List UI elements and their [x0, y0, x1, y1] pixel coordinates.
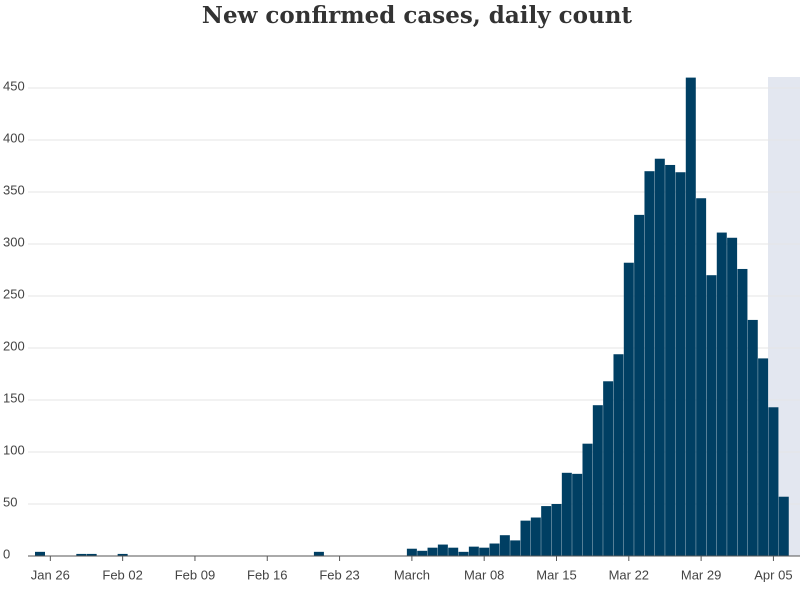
chart-title: New confirmed cases, daily count [202, 2, 633, 29]
bar [406, 548, 417, 556]
bar [685, 77, 696, 556]
bar [696, 198, 707, 557]
y-tick-label: 350 [3, 182, 25, 197]
bar [654, 158, 665, 556]
bar [644, 171, 655, 556]
bar [510, 540, 521, 556]
y-tick-label: 300 [3, 234, 25, 249]
y-tick-label: 250 [3, 286, 25, 301]
bar [747, 319, 758, 556]
x-tick-label: Feb 23 [319, 567, 359, 582]
bar [541, 506, 552, 556]
bar [582, 443, 593, 556]
x-tick-label: Apr 05 [754, 567, 792, 582]
x-tick-label: Mar 29 [681, 567, 721, 582]
bar [665, 164, 676, 556]
y-tick-label: 0 [3, 546, 10, 561]
y-tick-label: 150 [3, 390, 25, 405]
bar [468, 546, 479, 556]
y-tick-label: 450 [3, 78, 25, 93]
x-tick-label: Feb 16 [247, 567, 287, 582]
bar [758, 358, 769, 556]
bar [623, 262, 634, 556]
bar [417, 550, 428, 556]
bar [76, 553, 87, 556]
bar [35, 551, 45, 556]
bar [427, 547, 438, 556]
bar [675, 172, 686, 557]
bar [520, 520, 531, 556]
bar [561, 472, 572, 556]
bar [479, 547, 490, 556]
bar [778, 496, 789, 556]
y-tick-label: 400 [3, 130, 25, 145]
bar [634, 214, 645, 556]
x-tick-label: Mar 15 [536, 567, 576, 582]
x-tick-label: Mar 22 [609, 567, 649, 582]
bar [706, 275, 717, 556]
y-tick-label: 50 [3, 494, 17, 509]
bar [727, 237, 738, 556]
x-tick-label: Feb 09 [175, 567, 215, 582]
bar [458, 551, 469, 556]
x-tick-label: Jan 26 [31, 567, 70, 582]
y-tick-label: 200 [3, 338, 25, 353]
bar [489, 543, 500, 556]
y-tick-label: 100 [3, 442, 25, 457]
x-tick-label: Feb 02 [102, 567, 142, 582]
bar [592, 405, 603, 556]
bar [603, 381, 614, 556]
bar [737, 268, 748, 556]
bar [716, 232, 727, 556]
bar [448, 547, 459, 556]
bar [117, 553, 128, 556]
bar [572, 473, 583, 556]
bar [313, 551, 324, 556]
bar [530, 517, 541, 556]
bar [86, 553, 97, 556]
bar [768, 407, 779, 556]
bar [437, 544, 448, 556]
x-tick-label: Mar 08 [464, 567, 504, 582]
bar [499, 535, 510, 556]
bar [551, 504, 562, 556]
bar [613, 354, 624, 556]
x-tick-label: March [394, 567, 430, 582]
